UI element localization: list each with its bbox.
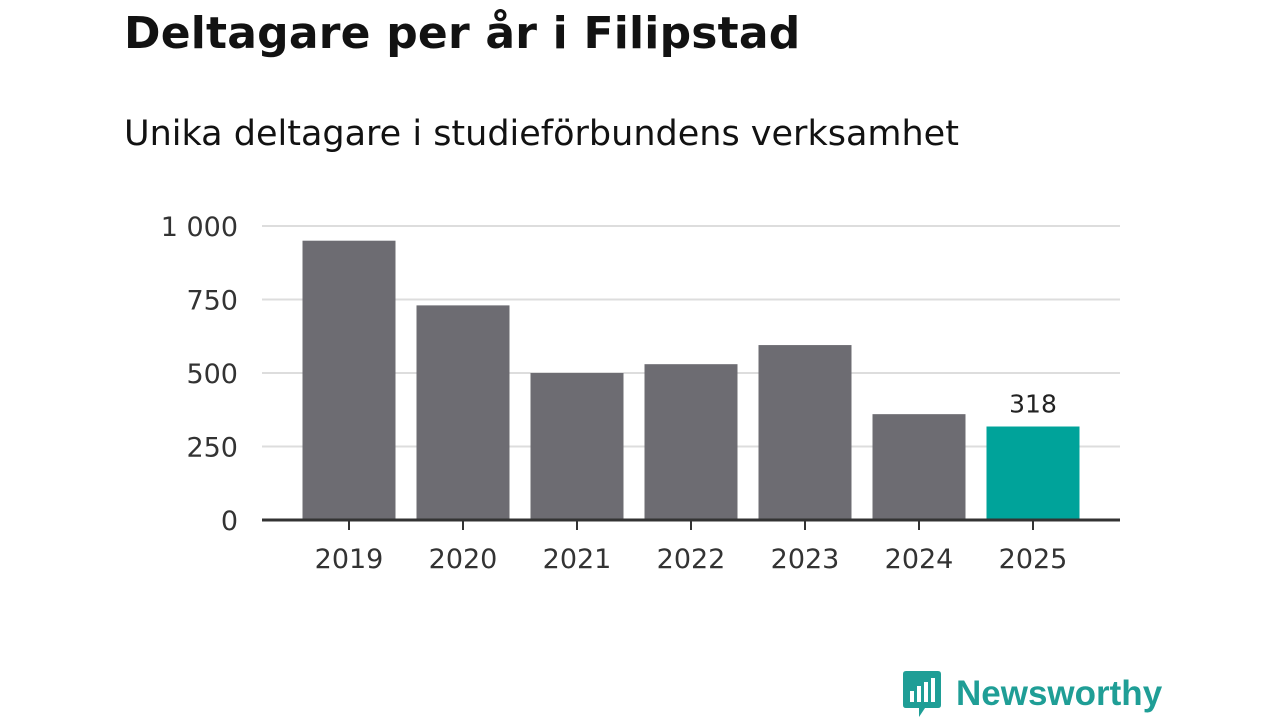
- bar-2022: [644, 364, 738, 520]
- y-tick-label: 500: [186, 359, 238, 390]
- bar-2019: [302, 240, 396, 520]
- x-tick-label: 2023: [771, 544, 840, 575]
- chart-subtitle: Unika deltagare i studieförbundens verks…: [124, 114, 959, 154]
- bar-2021: [530, 373, 624, 520]
- x-axis: [262, 518, 1120, 530]
- y-tick-label: 750: [186, 286, 238, 317]
- bars: [302, 240, 1080, 520]
- newsworthy-logo-icon: [903, 671, 941, 717]
- chart-title: Deltagare per år i Filipstad: [124, 8, 801, 59]
- y-tick-label: 0: [221, 506, 238, 537]
- newsworthy-brand[interactable]: Newsworthy: [902, 668, 1162, 720]
- y-tick-label: 250: [186, 433, 238, 464]
- x-tick-label: 2019: [315, 544, 384, 575]
- bar-chart: 0 250 500 750 1 000 2019 2020 2021 2022 2023 2024 2…: [161, 212, 1120, 575]
- x-tick-label: 2020: [429, 544, 498, 575]
- bar-2020: [416, 305, 510, 520]
- bar-2024: [872, 414, 966, 520]
- x-tick-label: 2022: [657, 544, 726, 575]
- x-tick-label: 2021: [543, 544, 612, 575]
- tick-labels: 0 250 500 750 1 000 2019 2020 2021 2022 2023 2024 2…: [161, 212, 1068, 575]
- data-label: 318: [1009, 390, 1057, 419]
- brand-name: Newsworthy: [956, 674, 1163, 713]
- bar-2023: [758, 345, 852, 520]
- bar-2025: [986, 426, 1080, 520]
- x-tick-label: 2025: [999, 544, 1068, 575]
- y-tick-label: 1 000: [161, 212, 238, 243]
- x-tick-label: 2024: [885, 544, 954, 575]
